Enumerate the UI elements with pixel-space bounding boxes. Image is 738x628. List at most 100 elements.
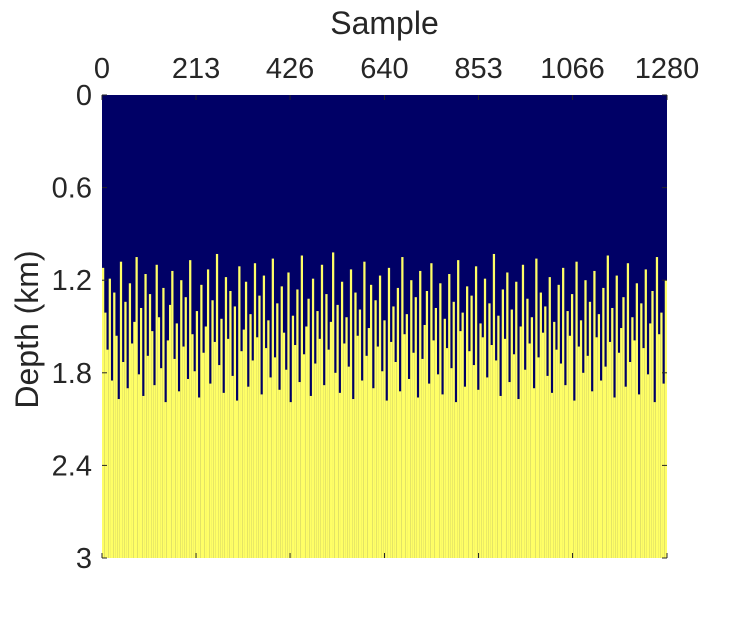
interface-column — [332, 252, 335, 559]
interface-column — [265, 348, 268, 558]
interface-column — [128, 283, 132, 558]
x-tick-label: 1066 — [540, 53, 605, 85]
interface-column — [660, 312, 663, 558]
interface-column — [108, 278, 111, 558]
interface-column — [653, 402, 656, 558]
interface-column — [367, 328, 371, 558]
interface-column — [160, 368, 163, 558]
interface-column — [555, 349, 558, 558]
interface-column — [606, 255, 609, 558]
interface-column — [309, 395, 312, 558]
interface-column — [512, 354, 516, 558]
interface-column — [501, 289, 504, 558]
interface-column — [497, 315, 500, 558]
interface-column — [466, 286, 469, 558]
interface-column — [477, 389, 480, 558]
interface-column — [430, 263, 433, 558]
interface-column — [340, 281, 344, 558]
interface-column — [390, 341, 393, 558]
interface-column — [184, 297, 187, 558]
interface-column — [296, 289, 299, 558]
x-tick-label: 213 — [172, 53, 220, 85]
interface-column — [291, 315, 295, 558]
interface-column — [640, 303, 643, 558]
interface-column — [365, 355, 368, 558]
interface-column — [220, 318, 223, 558]
interface-column — [445, 348, 449, 558]
y-tick-labels: 0 0.6 1.2 1.8 2.4 3 — [52, 80, 92, 575]
x-tick-labels: 0 213 426 640 853 1066 1280 — [94, 53, 699, 85]
interface-column — [434, 307, 437, 558]
interface-column — [238, 266, 241, 558]
interface-column — [229, 291, 232, 558]
interface-column — [256, 337, 259, 558]
interface-column — [124, 301, 127, 558]
interface-column — [414, 297, 417, 558]
interface-column — [416, 397, 420, 558]
interface-column — [570, 294, 574, 558]
interface-column — [227, 338, 230, 558]
interface-column — [423, 324, 426, 558]
interface-column — [564, 385, 567, 558]
interface-column — [113, 292, 116, 558]
interface-column — [410, 280, 413, 558]
interface-column — [139, 307, 143, 558]
interface-column — [378, 275, 382, 558]
interface-column — [343, 343, 346, 558]
interface-column — [104, 312, 107, 558]
interface-column — [249, 314, 252, 558]
interface-column — [273, 357, 277, 558]
interface-column — [479, 323, 482, 558]
interface-column — [510, 309, 513, 558]
interface-column — [349, 269, 353, 558]
y-tick-label: 1.8 — [52, 358, 92, 390]
interface-column — [186, 378, 190, 558]
interface-column — [486, 377, 489, 558]
interface-column — [649, 323, 652, 558]
interface-column — [247, 386, 250, 558]
interface-column — [218, 365, 221, 558]
interface-column — [615, 275, 618, 558]
interface-column — [407, 378, 411, 558]
interface-column — [122, 362, 125, 558]
interface-column — [541, 332, 545, 558]
interface-column — [392, 306, 395, 558]
interface-column — [374, 300, 377, 558]
interface-column — [566, 311, 569, 558]
interface-column — [157, 317, 161, 558]
interface-column — [278, 389, 281, 558]
x-tick-label: 0 — [94, 53, 110, 85]
interface-column — [126, 388, 129, 558]
interface-column — [329, 321, 333, 558]
interface-column — [399, 391, 402, 558]
interface-column — [347, 366, 350, 558]
interface-column — [253, 263, 257, 558]
interface-column — [559, 363, 563, 558]
interface-column — [544, 306, 547, 558]
interface-column — [206, 269, 210, 558]
interface-column — [624, 386, 627, 558]
interface-column — [177, 391, 181, 558]
x-tick-label: 640 — [360, 53, 408, 85]
interface-column — [195, 311, 199, 558]
interface-column — [222, 392, 225, 558]
interface-column — [200, 284, 203, 558]
interface-column — [517, 399, 520, 558]
interface-column — [412, 352, 415, 558]
interface-column — [441, 394, 444, 558]
interface-column — [626, 263, 630, 558]
interface-column — [381, 371, 384, 558]
interface-column — [385, 400, 388, 558]
interface-column — [584, 280, 587, 558]
interface-column — [454, 402, 458, 558]
interface-column — [262, 275, 266, 558]
interface-column — [269, 377, 272, 558]
interface-column — [635, 283, 638, 558]
interface-column — [213, 341, 216, 558]
interface-column — [600, 380, 603, 558]
interface-column — [242, 329, 245, 558]
interface-column — [144, 274, 147, 558]
interface-column — [231, 375, 234, 558]
interface-column — [521, 264, 525, 558]
interface-column — [506, 272, 509, 558]
